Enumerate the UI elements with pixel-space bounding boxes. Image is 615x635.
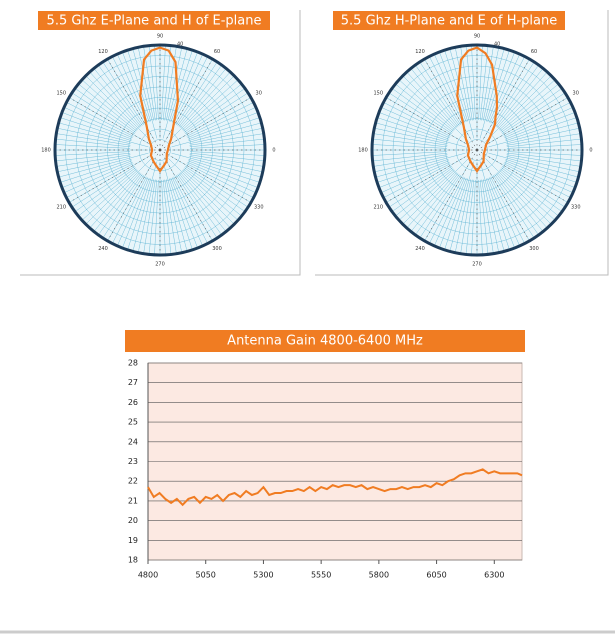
angle-label: 120	[98, 49, 108, 55]
chart-title: 5.5 Ghz H-Plane and E of H-plane	[341, 14, 557, 29]
y-tick-label: 26	[128, 398, 138, 407]
pattern-line	[139, 46, 180, 173]
radial-label: 40	[494, 42, 500, 48]
angle-label: 0	[272, 148, 275, 154]
x-tick-label: 5800	[369, 571, 389, 580]
y-tick-label: 18	[128, 556, 138, 565]
angle-label: 180	[358, 148, 368, 154]
y-tick-label: 24	[128, 437, 138, 446]
angle-label: 330	[254, 205, 264, 211]
angle-label: 300	[529, 246, 539, 252]
angle-label: 240	[98, 246, 108, 252]
pattern-line	[456, 46, 499, 173]
gain-line	[147, 468, 523, 507]
y-tick-label: 27	[128, 378, 138, 387]
angle-label: 0	[589, 148, 592, 154]
y-tick-label: 19	[128, 536, 138, 545]
x-tick-label: 5550	[311, 571, 331, 580]
angle-label: 60	[214, 49, 220, 55]
chart-title: 5.5 Ghz E-Plane and H of E-plane	[47, 14, 262, 29]
title-bar	[333, 11, 565, 30]
y-tick-label: 23	[128, 457, 138, 466]
radial-label: 40	[177, 42, 183, 48]
x-tick-label: 6050	[426, 571, 446, 580]
title-bar	[38, 11, 270, 30]
angle-label: 270	[472, 262, 482, 268]
angle-label: 240	[415, 246, 425, 252]
angle-label: 330	[571, 205, 581, 211]
y-tick-label: 22	[128, 477, 138, 486]
x-tick-label: 5300	[253, 571, 273, 580]
angle-label: 30	[256, 91, 262, 97]
angle-label: 30	[573, 91, 579, 97]
x-tick-label: 5050	[196, 571, 216, 580]
angle-label: 90	[157, 34, 163, 40]
angle-label: 60	[531, 49, 537, 55]
angle-label: 300	[212, 246, 222, 252]
x-tick-label: 4800	[138, 571, 158, 580]
radial-ring	[53, 43, 267, 257]
chart-title: Antenna Gain 4800-6400 MHz	[227, 334, 423, 349]
angle-label: 180	[41, 148, 51, 154]
radial-ring	[370, 43, 584, 257]
y-tick-label: 20	[128, 516, 138, 525]
y-tick-label: 28	[128, 359, 138, 368]
angle-label: 270	[155, 262, 165, 268]
angle-label: 210	[56, 205, 66, 211]
angle-label: 210	[373, 205, 383, 211]
angle-label: 150	[373, 91, 383, 97]
angle-label: 90	[474, 34, 480, 40]
x-tick-label: 6300	[484, 571, 504, 580]
y-tick-label: 25	[128, 418, 138, 427]
angle-label: 120	[415, 49, 425, 55]
y-tick-label: 21	[128, 496, 138, 505]
angle-label: 150	[56, 91, 66, 97]
title-bar	[125, 330, 525, 352]
